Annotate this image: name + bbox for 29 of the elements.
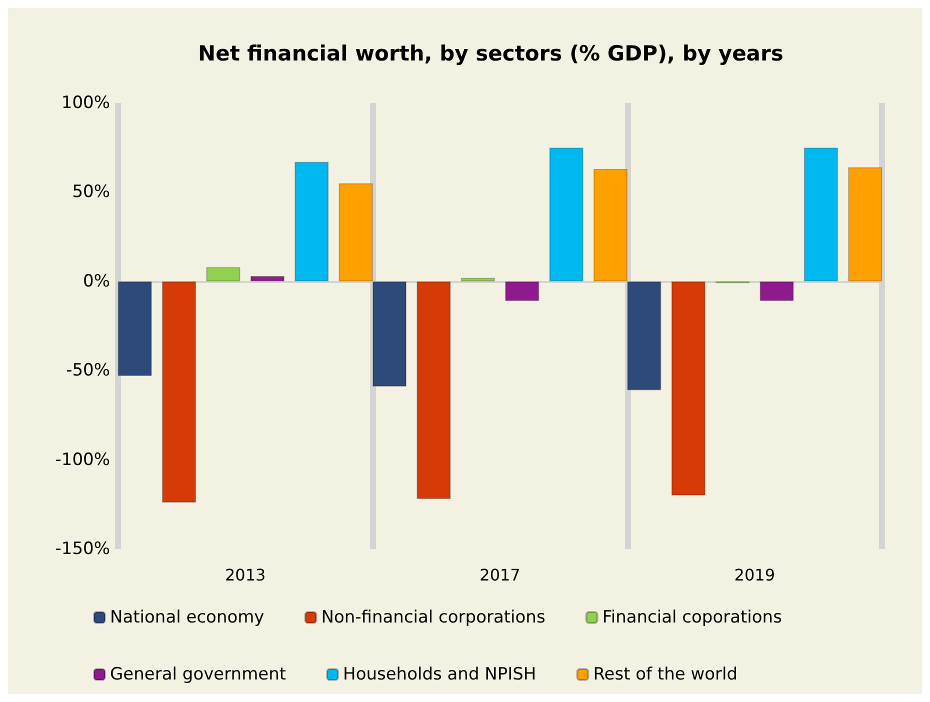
- chart-title: Net financial worth, by sectors (% GDP), by years: [198, 42, 784, 66]
- bar: [804, 148, 838, 282]
- bar: [460, 278, 495, 282]
- y-tick-label: 100%: [61, 93, 110, 113]
- bar: [206, 267, 240, 282]
- bar: [505, 281, 540, 302]
- legend-label: Rest of the world: [593, 664, 738, 684]
- x-tick-label: 2013: [224, 566, 266, 584]
- y-tick-label: 50%: [72, 182, 110, 202]
- bar: [250, 276, 284, 282]
- x-tick-label: 2017: [480, 566, 520, 584]
- bar: [416, 281, 451, 500]
- bar: [549, 148, 584, 282]
- bar: [294, 162, 329, 282]
- y-tick-label: -150%: [55, 539, 110, 559]
- legend-label: Financial coporations: [602, 608, 782, 628]
- bar: [162, 281, 196, 503]
- x-tick-label: 2019: [734, 566, 776, 584]
- bar: [118, 281, 152, 376]
- y-tick-label: 0%: [83, 271, 110, 292]
- y-tick-label: -100%: [55, 450, 110, 470]
- legend-label: Households and NPISH: [343, 664, 536, 684]
- bar: [848, 167, 882, 282]
- legend-label: National economy: [110, 608, 264, 628]
- y-tick-label: -50%: [66, 360, 110, 381]
- legend-label: General government: [110, 664, 286, 684]
- bar: [760, 281, 794, 302]
- legend-label: Non-financial corporations: [321, 608, 546, 628]
- bar: [671, 281, 706, 496]
